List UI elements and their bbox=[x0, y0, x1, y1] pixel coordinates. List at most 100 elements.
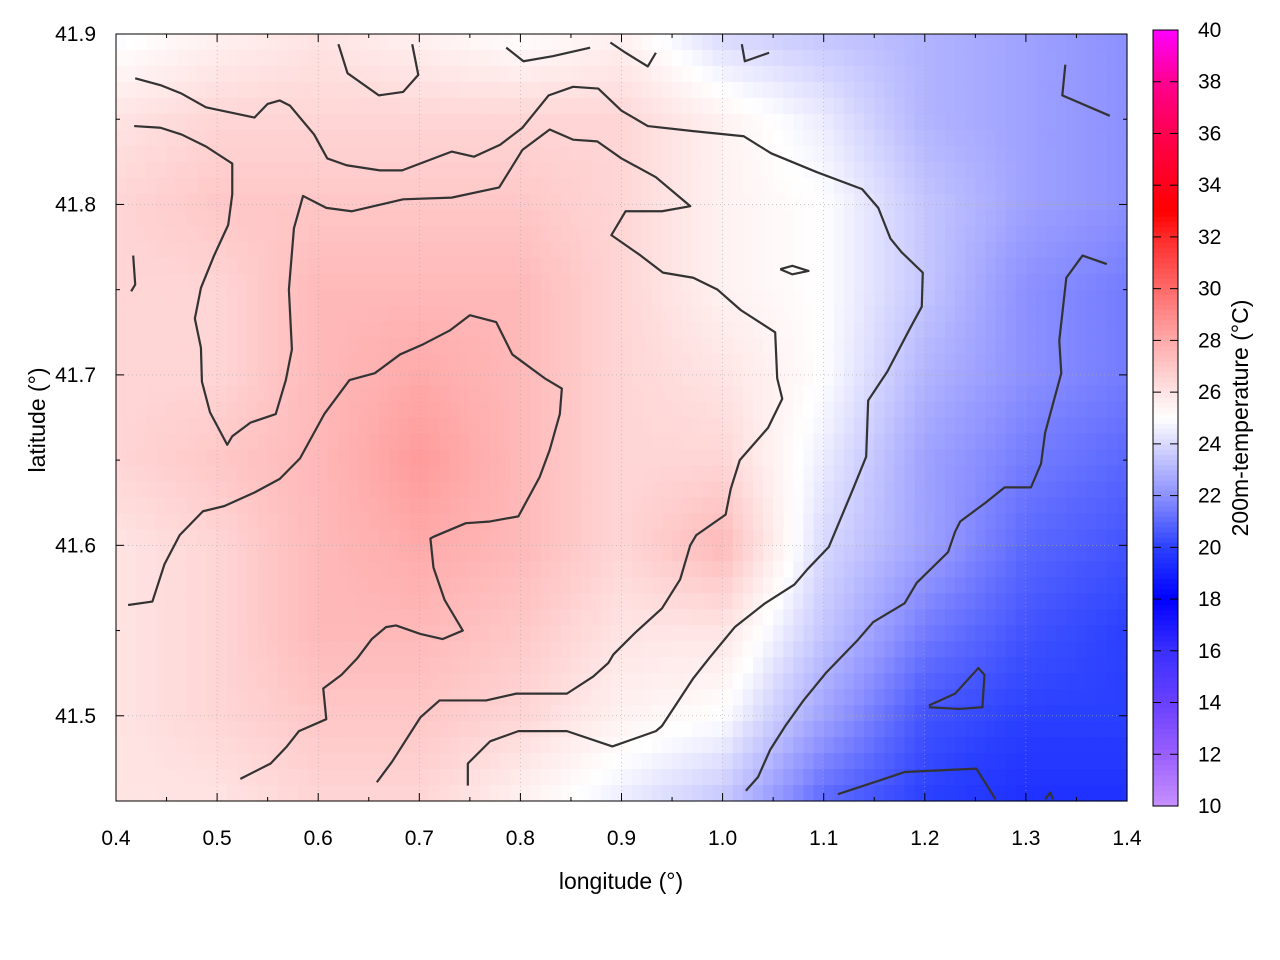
heatmap-cell bbox=[429, 641, 441, 658]
heatmap-cell bbox=[823, 209, 835, 227]
heatmap-cell bbox=[833, 465, 845, 483]
heatmap-cell bbox=[884, 209, 896, 227]
heatmap-cell bbox=[712, 65, 724, 83]
heatmap-cell bbox=[126, 97, 137, 115]
heatmap-cell bbox=[965, 97, 976, 115]
heatmap-cell bbox=[227, 785, 238, 802]
heatmap-cell bbox=[409, 385, 420, 403]
heatmap-cell bbox=[227, 113, 238, 131]
heatmap-cell bbox=[884, 657, 896, 674]
heatmap-cell bbox=[257, 625, 269, 642]
heatmap-cell bbox=[267, 449, 279, 467]
heatmap-cell bbox=[692, 209, 703, 227]
heatmap-cell bbox=[1116, 369, 1128, 387]
heatmap-cell bbox=[500, 97, 511, 115]
heatmap-cell bbox=[995, 545, 1007, 562]
heatmap-cell bbox=[702, 657, 714, 674]
heatmap-cell bbox=[945, 177, 956, 195]
heatmap-cell bbox=[894, 193, 906, 211]
heatmap-cell bbox=[267, 657, 279, 674]
heatmap-cell bbox=[985, 65, 997, 83]
heatmap-cell bbox=[864, 417, 875, 435]
heatmap-cell bbox=[1116, 81, 1128, 99]
heatmap-cell bbox=[803, 337, 815, 355]
heatmap-cell bbox=[510, 641, 521, 658]
colorbar-segment bbox=[1153, 588, 1178, 595]
heatmap-cell bbox=[358, 289, 370, 307]
heatmap-cell bbox=[955, 561, 966, 578]
heatmap-cell bbox=[429, 129, 441, 147]
heatmap-cell bbox=[186, 353, 198, 371]
heatmap-cell bbox=[328, 577, 340, 594]
heatmap-cell bbox=[479, 161, 491, 179]
heatmap-cell bbox=[783, 657, 794, 674]
heatmap-cell bbox=[287, 193, 299, 211]
heatmap-cell bbox=[732, 785, 744, 802]
heatmap-cell bbox=[641, 193, 653, 211]
heatmap-cell bbox=[1015, 65, 1027, 83]
heatmap-cell bbox=[277, 34, 289, 51]
heatmap-cell bbox=[884, 433, 896, 451]
heatmap-cell bbox=[823, 97, 835, 115]
heatmap-cell bbox=[1005, 337, 1017, 355]
heatmap-cell bbox=[540, 129, 552, 147]
heatmap-cell bbox=[388, 737, 400, 754]
heatmap-cell bbox=[722, 577, 734, 594]
heatmap-cell bbox=[308, 433, 319, 451]
heatmap-cell bbox=[176, 34, 188, 51]
heatmap-cell bbox=[429, 481, 441, 498]
heatmap-cell bbox=[459, 289, 471, 307]
heatmap-cell bbox=[742, 625, 754, 642]
heatmap-cell bbox=[469, 289, 481, 307]
heatmap-cell bbox=[550, 625, 562, 642]
heatmap-cell bbox=[1076, 337, 1088, 355]
heatmap-cell bbox=[722, 337, 734, 355]
heatmap-cell bbox=[783, 97, 794, 115]
heatmap-cell bbox=[388, 369, 400, 387]
heatmap-cell bbox=[813, 529, 825, 546]
heatmap-cell bbox=[843, 449, 855, 467]
heatmap-cell bbox=[722, 689, 734, 706]
heatmap-cell bbox=[348, 65, 360, 83]
heatmap-cell bbox=[692, 65, 703, 83]
heatmap-cell bbox=[783, 737, 794, 754]
heatmap-cell bbox=[469, 321, 481, 339]
heatmap-cell bbox=[540, 529, 552, 546]
heatmap-cell bbox=[267, 129, 279, 147]
heatmap-cell bbox=[520, 417, 532, 435]
heatmap-cell bbox=[934, 241, 946, 259]
contour-line bbox=[740, 44, 770, 63]
heatmap-cell bbox=[166, 449, 178, 467]
heatmap-cell bbox=[429, 721, 441, 738]
heatmap-cell bbox=[995, 449, 1007, 467]
heatmap-cell bbox=[823, 401, 835, 419]
heatmap-cell bbox=[186, 401, 198, 419]
heatmap-cell bbox=[914, 481, 926, 498]
heatmap-cell bbox=[146, 577, 158, 594]
heatmap-cell bbox=[419, 273, 431, 291]
colorbar-segment bbox=[1153, 505, 1178, 512]
heatmap-cell bbox=[388, 785, 400, 802]
heatmap-cell bbox=[318, 481, 329, 498]
heatmap-cell bbox=[742, 689, 754, 706]
heatmap-cell bbox=[1005, 561, 1017, 578]
heatmap-cell bbox=[732, 49, 744, 67]
heatmap-cell bbox=[500, 689, 511, 706]
heatmap-cell bbox=[773, 289, 784, 307]
heatmap-cell bbox=[156, 609, 168, 626]
heatmap-cell bbox=[186, 129, 198, 147]
heatmap-cell bbox=[1005, 545, 1017, 562]
heatmap-cell bbox=[287, 497, 299, 514]
heatmap-cell bbox=[661, 81, 673, 99]
heatmap-cell bbox=[116, 545, 127, 562]
heatmap-cell bbox=[955, 49, 966, 67]
heatmap-cell bbox=[611, 65, 623, 83]
heatmap-cell bbox=[591, 65, 602, 83]
heatmap-cell bbox=[965, 433, 976, 451]
heatmap-cell bbox=[297, 657, 309, 674]
heatmap-cell bbox=[641, 769, 653, 786]
heatmap-cell bbox=[1106, 481, 1118, 498]
heatmap-cell bbox=[469, 609, 481, 626]
heatmap-cell bbox=[439, 641, 451, 658]
heatmap-cell bbox=[1116, 497, 1128, 514]
